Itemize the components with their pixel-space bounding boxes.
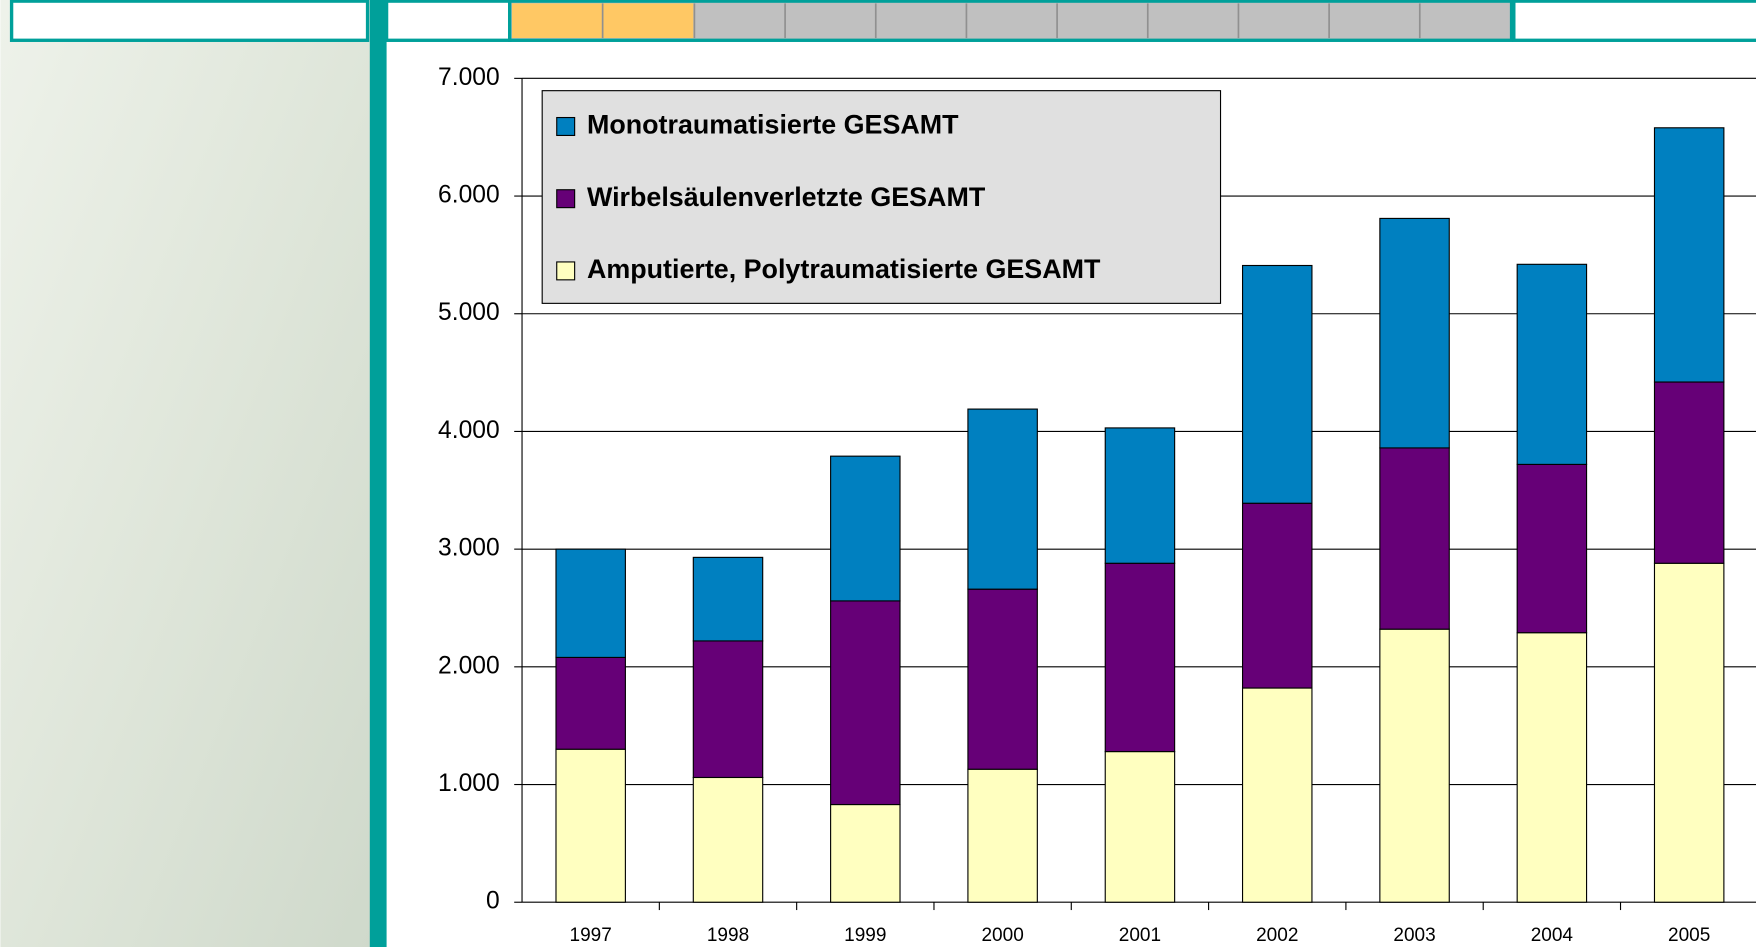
bar-segment	[1243, 688, 1312, 902]
legend-swatch	[557, 118, 575, 136]
legend-label: Wirbelsäulenverletzte GESAMT	[587, 182, 986, 212]
x-tick-label: 2001	[1119, 925, 1161, 946]
bar-segment	[693, 557, 762, 641]
bar-segment	[1517, 264, 1586, 464]
bar-segment	[968, 409, 1037, 589]
x-tick-label: 2004	[1531, 925, 1574, 946]
progress-bar	[510, 1, 1512, 40]
x-tick-label: 2005	[1668, 925, 1710, 946]
header-box	[387, 1, 510, 40]
x-tick-label: 2003	[1393, 925, 1435, 946]
bar-segment	[1654, 563, 1723, 902]
bar-segment	[1380, 448, 1449, 629]
bar-segment	[1380, 629, 1449, 902]
bar-segment	[556, 549, 625, 657]
side-panel	[0, 0, 372, 947]
bar-segment	[1105, 752, 1174, 903]
legend: Monotraumatisierte GESAMT Wirbelsäulenver…	[542, 91, 1220, 304]
y-tick-label: 4.000	[438, 417, 500, 444]
bar-segment	[1243, 265, 1312, 503]
x-tick-label: 1998	[707, 925, 749, 946]
legend-label: Amputierte, Polytraumatisierte GESAMT	[587, 254, 1101, 284]
bar-segment	[1517, 633, 1586, 903]
y-tick-label: 2.000	[438, 652, 500, 679]
bar-segment	[1105, 428, 1174, 563]
bar-segment	[968, 769, 1037, 902]
header-box	[12, 1, 368, 40]
bar-segment	[968, 589, 1037, 769]
bar-segment	[556, 749, 625, 902]
chart: 0 1.000 2.000 3.000 4.000 5.000 6.000 7.000 1997…	[438, 64, 1756, 946]
x-tick-label: 1999	[844, 925, 886, 946]
screen: 0 1.000 2.000 3.000 4.000 5.000 6.000 7.000 1997…	[0, 0, 1756, 947]
y-tick-label: 7.000	[438, 64, 500, 91]
bar-segment	[1654, 128, 1723, 382]
bar-segment	[831, 456, 900, 601]
bar-segment	[556, 657, 625, 749]
y-tick-label: 1.000	[438, 770, 500, 797]
legend-label: Monotraumatisierte GESAMT	[587, 110, 959, 140]
y-tick-label: 6.000	[438, 182, 500, 209]
x-tick-label: 2002	[1256, 925, 1298, 946]
bar-segment	[1243, 503, 1312, 688]
bar-segment	[693, 641, 762, 778]
bar-segment	[1380, 218, 1449, 448]
bar-segment	[1517, 464, 1586, 632]
bar-segment	[1654, 382, 1723, 563]
y-tick-label: 3.000	[438, 535, 500, 562]
divider	[370, 0, 387, 947]
bar-segment	[831, 805, 900, 903]
bar-segment	[831, 601, 900, 805]
y-tick-label: 5.000	[438, 299, 500, 326]
bar-segment	[1105, 563, 1174, 751]
x-tick-label: 2000	[981, 925, 1023, 946]
header-box	[1514, 1, 1756, 40]
legend-swatch	[557, 190, 575, 208]
page: {"chart_data": {"type": "stacked_bar", "…	[0, 0, 1756, 947]
bar-segment	[693, 777, 762, 902]
x-tick-label: 1997	[570, 925, 612, 946]
legend-swatch	[557, 262, 575, 280]
y-tick-label: 0	[486, 888, 500, 915]
